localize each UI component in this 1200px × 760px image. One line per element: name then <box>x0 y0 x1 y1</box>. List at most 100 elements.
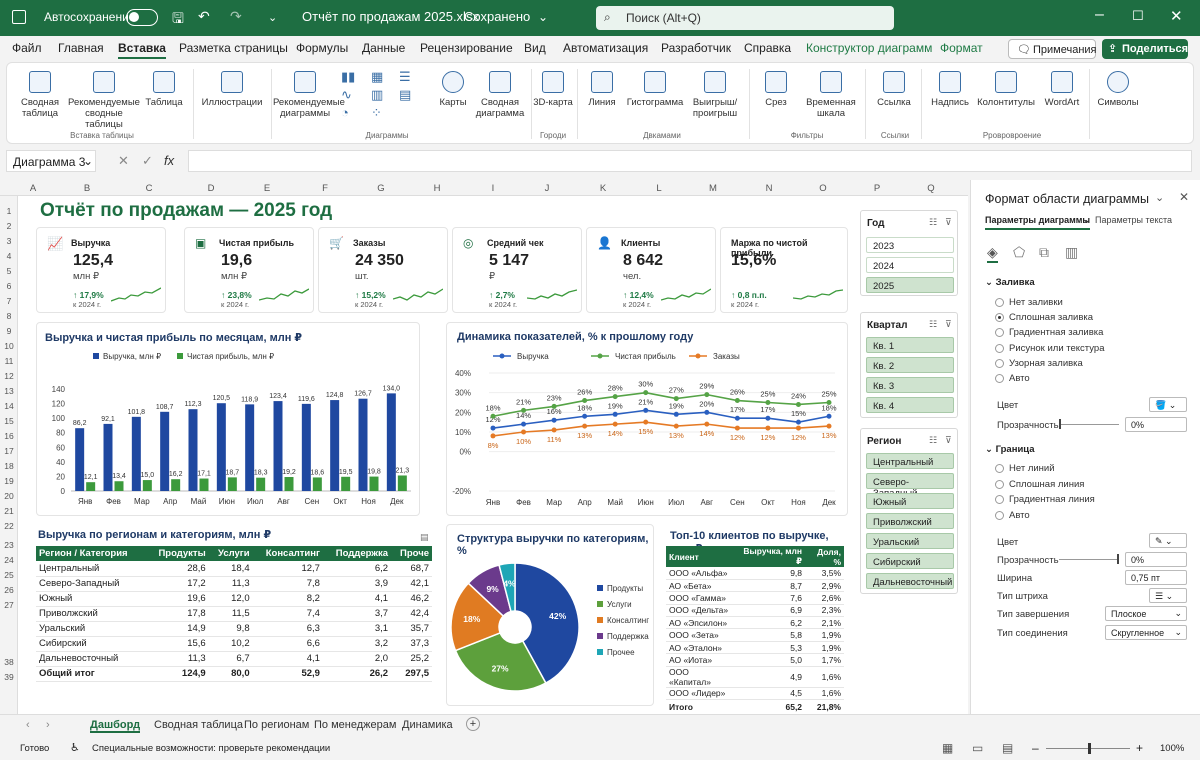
maps-button[interactable]: Карты <box>431 71 475 108</box>
column-header[interactable]: F <box>322 183 328 194</box>
table-cell[interactable]: 25,2 <box>391 651 432 667</box>
bar-revenue[interactable] <box>103 423 113 491</box>
data-point[interactable] <box>795 419 801 425</box>
close-pane-icon[interactable]: ✕ <box>1179 190 1190 204</box>
table-row[interactable]: Дальневосточный 11,3 6,7 4,1 2,0 25,2 <box>36 651 432 667</box>
prev-sheet-icon[interactable]: ‹ <box>26 719 30 731</box>
column-header-cell[interactable]: Консалтинг <box>252 546 323 561</box>
undo-icon[interactable]: ↶ <box>198 8 210 24</box>
table-cell[interactable]: 4,1 <box>252 651 323 667</box>
enter-icon[interactable]: ✓ <box>142 153 153 168</box>
table-cell[interactable]: 1,7% <box>805 653 844 667</box>
table-cell[interactable]: 1,9% <box>805 641 844 655</box>
bar-revenue[interactable] <box>216 403 226 491</box>
slicer-item[interactable]: 2025 <box>866 277 954 293</box>
table-cell[interactable]: ООО «Гамма» <box>666 591 735 605</box>
slicer-item[interactable]: Южный <box>866 493 954 509</box>
table-total-row[interactable]: Общий итог 124,9 80,0 52,9 26,2 297,5 <box>36 665 432 682</box>
row-header[interactable]: 14 <box>4 401 14 411</box>
data-point[interactable] <box>490 425 496 431</box>
table-row[interactable]: Приволжский 17,8 11,5 7,4 3,7 42,4 <box>36 606 432 622</box>
column-header[interactable]: Q <box>927 183 935 194</box>
border-transparency-slider[interactable] <box>1059 559 1119 560</box>
data-point[interactable] <box>582 423 588 429</box>
table-cell[interactable]: 6,9 <box>734 604 806 618</box>
data-point[interactable] <box>490 433 496 439</box>
fill-line-icon[interactable]: ◈ <box>987 244 998 263</box>
row-header[interactable]: 10 <box>4 341 14 351</box>
radio-no-line[interactable] <box>995 464 1004 473</box>
table-cell[interactable]: 5,8 <box>734 628 806 642</box>
row-header[interactable]: 25 <box>4 570 14 580</box>
row-header[interactable]: 23 <box>4 540 14 550</box>
menu-view[interactable]: Вид <box>524 41 546 55</box>
column-chart-icon[interactable]: ▮▮ <box>341 69 356 84</box>
insert-function-icon[interactable]: fx <box>164 153 175 168</box>
data-point[interactable] <box>551 417 557 423</box>
table-cell[interactable]: 11,3 <box>208 576 253 592</box>
textbox-button[interactable]: Надпись <box>925 71 975 108</box>
data-point[interactable] <box>826 423 832 429</box>
table-cell[interactable]: 2,1% <box>805 616 844 630</box>
close-icon[interactable]: ✕ <box>1170 8 1183 25</box>
slider-handle[interactable] <box>1059 419 1061 429</box>
table-cell[interactable]: 7,4 <box>252 606 323 622</box>
radio-pattern-fill[interactable] <box>995 359 1004 368</box>
combo-chart-icon[interactable]: ▤ <box>399 87 412 102</box>
table-cell[interactable]: 18,4 <box>208 561 253 577</box>
table-row[interactable]: Уральский 14,9 9,8 6,3 3,1 35,7 <box>36 621 432 637</box>
table-cell[interactable]: 8,2 <box>252 591 323 607</box>
line-chart-icon[interactable]: ∿ <box>341 87 352 102</box>
share-button[interactable]: ⇪ Поделиться <box>1102 39 1188 59</box>
table-cell[interactable]: 1,9% <box>805 628 844 642</box>
series-line[interactable] <box>492 391 830 418</box>
table-cell[interactable]: 2,3% <box>805 604 844 618</box>
table-cell[interactable]: Центральный <box>36 561 147 577</box>
bar-revenue[interactable] <box>358 398 368 491</box>
table-cell[interactable]: 3,1 <box>322 621 392 637</box>
zoom-in-icon[interactable]: + <box>1136 741 1144 755</box>
bar-revenue[interactable] <box>188 409 198 491</box>
data-point[interactable] <box>673 396 679 402</box>
column-header[interactable]: H <box>433 183 441 194</box>
table-button[interactable]: Таблица <box>141 71 187 108</box>
3d-map-button[interactable]: 3D-карта <box>533 71 573 108</box>
minimize-icon[interactable]: – <box>1095 6 1104 23</box>
join-type-select[interactable]: Скругленное ⌄ <box>1105 625 1187 640</box>
sparkline-column-button[interactable]: Гистограмма <box>625 71 685 108</box>
row-header[interactable]: 38 <box>4 657 14 667</box>
data-point[interactable] <box>521 429 527 435</box>
column-header[interactable]: D <box>207 183 215 194</box>
table-row[interactable]: АО «Эпсилон» 6,2 2,1% <box>666 616 844 630</box>
slicer-item[interactable]: 2023 <box>866 237 954 253</box>
cancel-icon[interactable]: ✕ <box>118 153 129 168</box>
hierarchy-chart-icon[interactable]: ▦ <box>371 69 384 84</box>
pivot-chart-button[interactable]: Сводная диаграмма <box>475 71 525 119</box>
search-box[interactable]: ⌕ Поиск (Alt+Q) <box>596 6 894 30</box>
table-cell[interactable]: 42,4 <box>391 606 432 622</box>
slicer-item[interactable]: Кв. 3 <box>866 377 954 393</box>
recommended-charts-button[interactable]: Рекомендуемые диаграммы <box>273 71 345 119</box>
multi-select-icon[interactable]: ☷ <box>929 319 938 329</box>
slicer-quarter[interactable]: Квартал ☷ ⊽ Кв. 1 Кв. 2 Кв. 3 Кв. 4 <box>860 312 958 418</box>
column-header[interactable]: I <box>491 183 495 194</box>
region-table[interactable]: Регион / Категория Продукты Услуги Консалти… <box>36 546 432 682</box>
data-point[interactable] <box>734 398 740 404</box>
table-cell[interactable]: 2,6% <box>805 591 844 605</box>
row-header[interactable]: 6 <box>6 281 12 291</box>
slicer-item[interactable]: Северо-Западный <box>866 473 954 499</box>
table-cell[interactable]: 42,1 <box>391 576 432 592</box>
data-point[interactable] <box>612 421 618 427</box>
column-header[interactable]: G <box>377 183 385 194</box>
row-header[interactable]: 19 <box>4 476 14 486</box>
table-row[interactable]: Центральный 28,6 18,4 12,7 6,2 68,7 <box>36 561 432 577</box>
data-point[interactable] <box>826 400 832 405</box>
kpi-card-net-profit[interactable]: ▣ Чистая прибыль 19,6 млн ₽ ↑ 23,8% к 20… <box>184 227 314 313</box>
data-point[interactable] <box>582 413 588 419</box>
column-header[interactable]: C <box>145 183 153 194</box>
table-row[interactable]: АО «Бета» 8,7 2,9% <box>666 579 844 593</box>
column-header-cell[interactable]: Проче <box>391 546 432 561</box>
radio-auto-fill[interactable] <box>995 374 1004 383</box>
slicer-button[interactable]: Срез <box>753 71 799 108</box>
slicer-item[interactable]: Кв. 4 <box>866 397 954 413</box>
